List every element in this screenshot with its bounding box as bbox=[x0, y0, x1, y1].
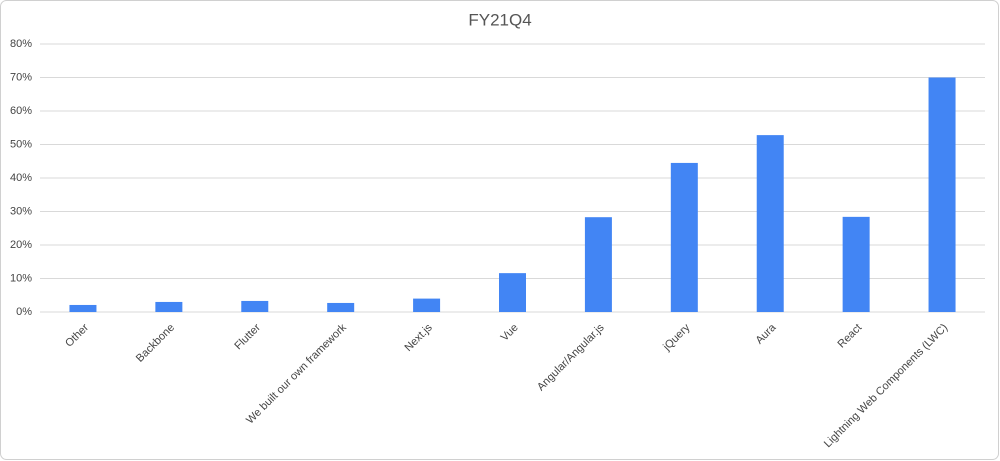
bar bbox=[584, 217, 612, 312]
bar bbox=[670, 162, 698, 312]
bar bbox=[842, 216, 870, 312]
y-tick-label: 60% bbox=[10, 105, 32, 117]
y-tick-label: 30% bbox=[10, 205, 32, 217]
chart-title: FY21Q4 bbox=[468, 10, 531, 29]
y-tick-label: 20% bbox=[10, 239, 32, 251]
y-tick-label: 10% bbox=[10, 272, 32, 284]
bar bbox=[499, 273, 526, 312]
bar bbox=[756, 135, 784, 312]
bar bbox=[69, 304, 97, 312]
bar bbox=[241, 300, 269, 312]
bar bbox=[413, 298, 441, 312]
y-tick-label: 40% bbox=[10, 172, 32, 184]
bar bbox=[327, 302, 355, 312]
bar bbox=[928, 77, 956, 312]
y-tick-label: 0% bbox=[16, 306, 32, 318]
bar bbox=[155, 301, 183, 312]
y-tick-label: 50% bbox=[10, 138, 32, 150]
y-tick-label: 70% bbox=[10, 71, 32, 83]
y-tick-label: 80% bbox=[10, 38, 32, 50]
